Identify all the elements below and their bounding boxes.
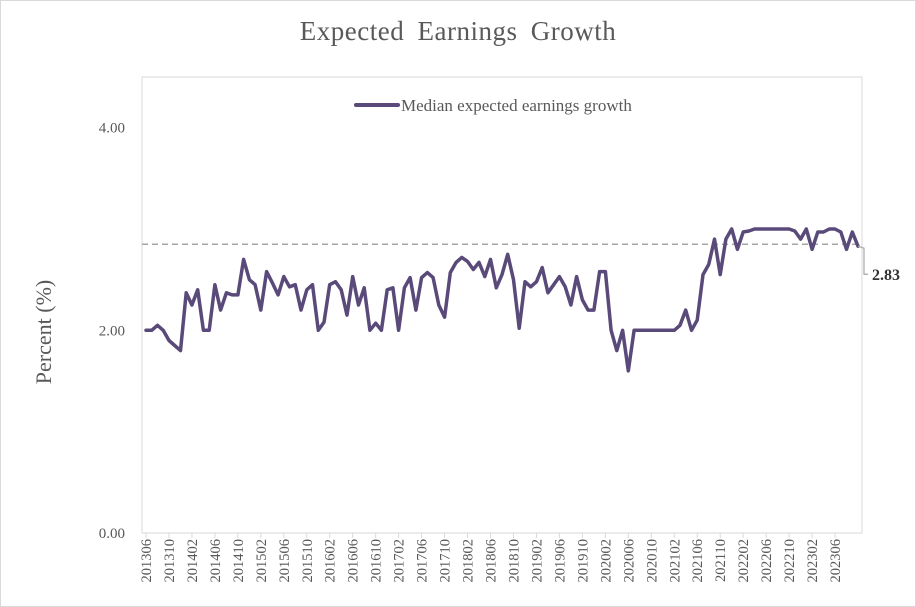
x-tick-label: 202302 <box>805 539 821 583</box>
x-tick-label: 202210 <box>782 539 798 583</box>
x-tick-label: 201310 <box>162 539 178 583</box>
x-tick-label: 202106 <box>690 539 706 583</box>
x-tick-label: 201706 <box>415 539 431 583</box>
x-tick-label: 202006 <box>621 539 637 583</box>
x-tick-label: 201906 <box>552 539 568 583</box>
x-tick-label: 201510 <box>300 539 316 583</box>
x-tick-label: 202202 <box>736 539 752 583</box>
x-tick-label: 201506 <box>277 539 293 583</box>
x-tick-label: 201810 <box>506 539 522 583</box>
x-tick-label: 202102 <box>667 539 683 583</box>
x-tick-label: 202110 <box>713 539 729 582</box>
series-group: 2.83 <box>144 227 900 373</box>
x-tick-label: 202010 <box>644 539 660 583</box>
x-tick-label: 201702 <box>392 539 408 583</box>
y-axis-ticks: 0.00 2.00 4.00 <box>99 121 125 542</box>
x-tick-label: 201502 <box>254 539 270 583</box>
x-tick-label: 201402 <box>185 539 201 583</box>
series-line <box>144 227 860 373</box>
legend-label: Median expected earnings growth <box>401 96 632 115</box>
y-tick-label: 0.00 <box>99 526 125 542</box>
y-tick-label: 2.00 <box>99 323 125 339</box>
x-tick-label: 201806 <box>484 539 500 583</box>
x-tick-label: 202002 <box>598 539 614 583</box>
x-tick-label: 201602 <box>323 539 339 583</box>
x-tick-label: 201606 <box>346 539 362 583</box>
x-axis: 201306 201310 201402 201406 201410 201502 2015… <box>139 532 862 583</box>
y-tick-label: 4.00 <box>99 121 125 137</box>
x-tick-label: 201710 <box>438 539 454 583</box>
x-tick-label: 201410 <box>231 539 247 583</box>
x-tick-label: 201406 <box>208 539 224 583</box>
x-tick-label: 202306 <box>828 539 844 583</box>
x-tick-label: 201802 <box>461 539 477 583</box>
plot-area <box>141 76 863 534</box>
chart-title: Expected Earnings Growth <box>299 16 617 46</box>
end-label-leader <box>857 245 868 275</box>
end-value-label: 2.83 <box>872 267 900 284</box>
x-tick-label: 201902 <box>529 539 545 583</box>
x-tick-label: 202206 <box>759 539 775 583</box>
x-tick-label: 201306 <box>139 539 155 583</box>
x-tick-label: 201910 <box>575 539 591 583</box>
x-tick-label: 201610 <box>369 539 385 583</box>
legend: Median expected earnings growth <box>354 96 632 115</box>
